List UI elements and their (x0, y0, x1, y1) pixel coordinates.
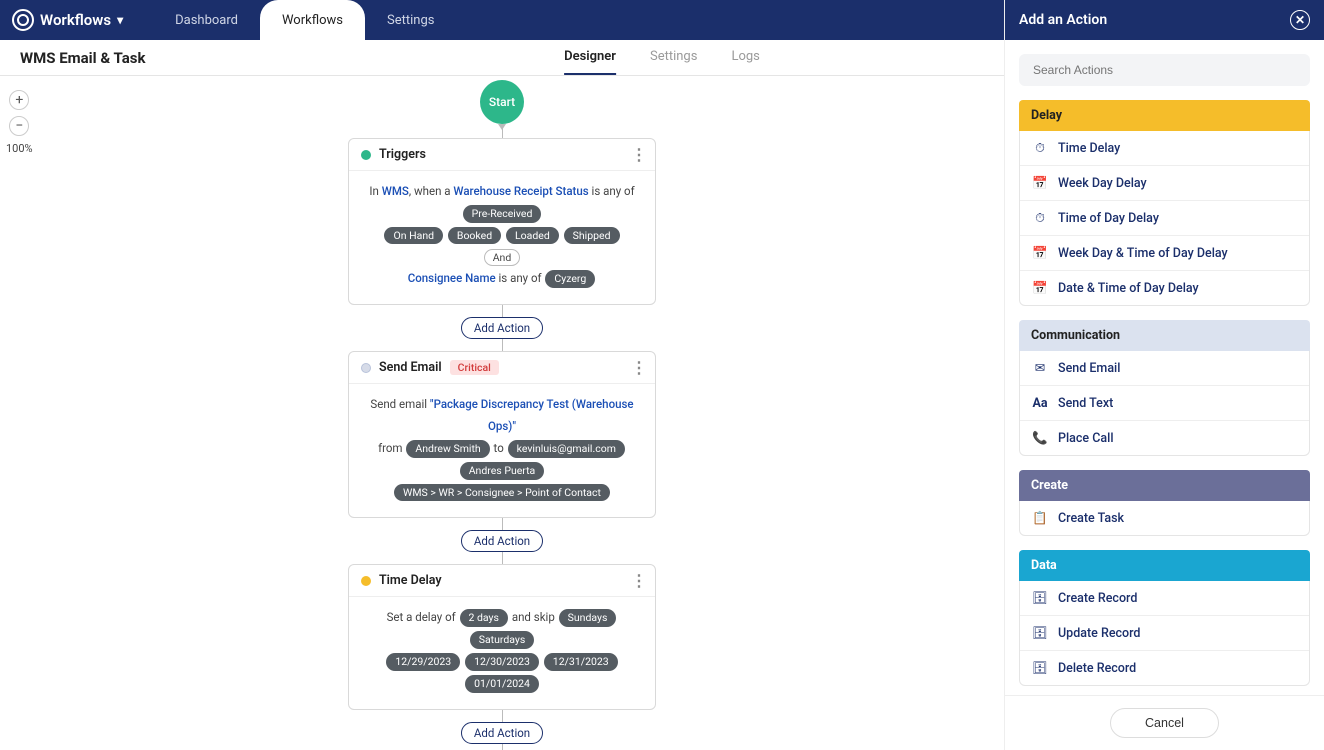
tab-designer[interactable]: Designer (564, 40, 616, 75)
action-send-text[interactable]: AaSend Text (1020, 385, 1309, 420)
send-email-body: Send email "Package Discrepancy Test (Wa… (349, 384, 655, 517)
panel-title: Add an Action (1019, 12, 1107, 28)
tab-logs[interactable]: Logs (731, 40, 759, 75)
nav-workflows[interactable]: Workflows (260, 0, 365, 40)
group-create: 📋Create Task (1019, 501, 1310, 536)
nav-dashboard[interactable]: Dashboard (153, 0, 260, 40)
action-time-of-day-delay[interactable]: ⏱Time of Day Delay (1020, 200, 1309, 235)
card-menu-icon[interactable]: ⋮ (631, 571, 647, 590)
chevron-down-icon: ▾ (117, 13, 123, 27)
group-header-create: Create (1019, 470, 1310, 501)
triggers-body: In WMS, when a Warehouse Receipt Status … (349, 171, 655, 304)
trigger-dot-icon (361, 150, 371, 160)
workflow-canvas[interactable]: Start Triggers ⋮ In WMS, when a Warehous… (0, 76, 1004, 750)
brand-name: Workflows (40, 11, 111, 29)
send-email-card[interactable]: Send Email Critical ⋮ Send email "Packag… (348, 351, 656, 518)
calendar-icon: 📅 (1032, 245, 1048, 261)
add-action-button-2[interactable]: Add Action (461, 530, 543, 552)
time-delay-card[interactable]: Time Delay ⋮ Set a delay of 2 days and s… (348, 564, 656, 709)
nav-settings[interactable]: Settings (365, 0, 456, 40)
card-menu-icon[interactable]: ⋮ (631, 145, 647, 164)
tab-settings[interactable]: Settings (650, 40, 697, 75)
record-icon: 🗄 (1032, 590, 1048, 606)
time-delay-body: Set a delay of 2 days and skip Sundays S… (349, 597, 655, 708)
clipboard-icon: 📋 (1032, 510, 1048, 526)
action-send-email[interactable]: ✉Send Email (1020, 351, 1309, 385)
triggers-card[interactable]: Triggers ⋮ In WMS, when a Warehouse Rece… (348, 138, 656, 305)
triggers-title: Triggers (379, 147, 426, 162)
start-node[interactable]: Start (480, 80, 524, 124)
group-header-delay: Delay (1019, 100, 1310, 131)
group-header-communication: Communication (1019, 320, 1310, 351)
send-email-title: Send Email (379, 360, 442, 375)
action-week-day-delay[interactable]: 📅Week Day Delay (1020, 165, 1309, 200)
calendar-icon: 📅 (1032, 175, 1048, 191)
action-place-call[interactable]: 📞Place Call (1020, 420, 1309, 455)
critical-badge: Critical (450, 360, 499, 375)
group-delay: ⏱Time Delay 📅Week Day Delay ⏱Time of Day… (1019, 131, 1310, 306)
close-panel-button[interactable]: ✕ (1290, 10, 1310, 30)
group-data: 🗄Create Record 🗄Update Record 🗄Delete Re… (1019, 581, 1310, 686)
phone-icon: 📞 (1032, 430, 1048, 446)
mail-icon: ✉ (1032, 360, 1048, 376)
text-icon: Aa (1032, 395, 1048, 411)
top-nav: Dashboard Workflows Settings (153, 0, 456, 40)
action-create-record[interactable]: 🗄Create Record (1020, 581, 1309, 615)
calendar-icon: 📅 (1032, 280, 1048, 296)
stopwatch-icon: ⏱ (1032, 210, 1048, 226)
add-action-button-1[interactable]: Add Action (461, 317, 543, 339)
action-create-task[interactable]: 📋Create Task (1020, 501, 1309, 535)
delay-dot-icon (361, 576, 371, 586)
add-action-panel: Add an Action ✕ Delay ⏱Time Delay 📅Week … (1004, 0, 1324, 750)
group-communication: ✉Send Email AaSend Text 📞Place Call (1019, 351, 1310, 456)
record-icon: 🗄 (1032, 660, 1048, 676)
email-dot-icon (361, 363, 371, 373)
subtabs: Designer Settings Logs (564, 40, 760, 75)
page-title: WMS Email & Task (20, 49, 146, 67)
action-delete-record[interactable]: 🗄Delete Record (1020, 650, 1309, 685)
action-date-time-delay[interactable]: 📅Date & Time of Day Delay (1020, 270, 1309, 305)
time-delay-title: Time Delay (379, 573, 442, 588)
record-icon: 🗄 (1032, 625, 1048, 641)
brand-logo-icon (12, 9, 34, 31)
stopwatch-icon: ⏱ (1032, 140, 1048, 156)
action-week-time-delay[interactable]: 📅Week Day & Time of Day Delay (1020, 235, 1309, 270)
action-time-delay[interactable]: ⏱Time Delay (1020, 131, 1309, 165)
cancel-button[interactable]: Cancel (1110, 708, 1219, 738)
search-actions-input[interactable] (1019, 54, 1310, 86)
card-menu-icon[interactable]: ⋮ (631, 358, 647, 377)
brand[interactable]: Workflows ▾ (12, 9, 123, 31)
group-header-data: Data (1019, 550, 1310, 581)
action-update-record[interactable]: 🗄Update Record (1020, 615, 1309, 650)
add-action-button-3[interactable]: Add Action (461, 722, 543, 744)
